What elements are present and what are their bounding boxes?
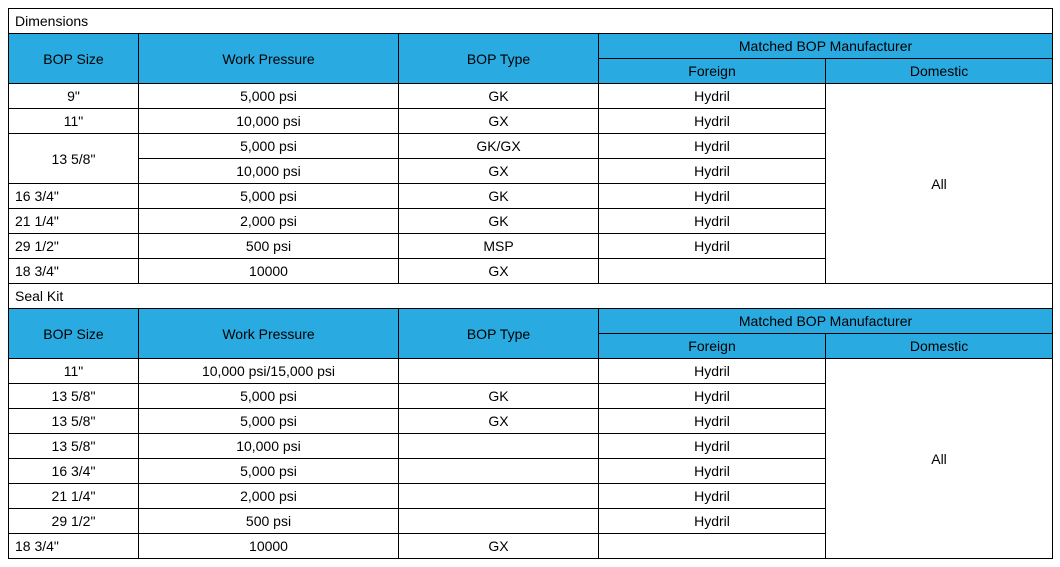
cell-type: GX — [399, 409, 599, 434]
hdr-work-pressure: Work Pressure — [139, 34, 399, 84]
cell-size: 13 5/8" — [9, 384, 139, 409]
cell-domestic-merged: All — [826, 84, 1053, 284]
cell-foreign: Hydril — [599, 84, 826, 109]
cell-type — [399, 459, 599, 484]
cell-foreign: Hydril — [599, 159, 826, 184]
cell-type — [399, 359, 599, 384]
hdr-domestic: Domestic — [826, 334, 1053, 359]
cell-pressure: 10,000 psi/15,000 psi — [139, 359, 399, 384]
cell-foreign: Hydril — [599, 234, 826, 259]
hdr-bop-size: BOP Size — [9, 34, 139, 84]
hdr-domestic: Domestic — [826, 59, 1053, 84]
cell-pressure: 10,000 psi — [139, 159, 399, 184]
cell-pressure: 500 psi — [139, 509, 399, 534]
cell-pressure: 10000 — [139, 534, 399, 559]
cell-size: 21 1/4" — [9, 209, 139, 234]
table-row: 9" 5,000 psi GK Hydril All — [9, 84, 1053, 109]
cell-size: 13 5/8" — [9, 409, 139, 434]
cell-type: GX — [399, 259, 599, 284]
cell-pressure: 500 psi — [139, 234, 399, 259]
cell-pressure: 5,000 psi — [139, 184, 399, 209]
cell-type: GX — [399, 159, 599, 184]
cell-pressure: 5,000 psi — [139, 134, 399, 159]
cell-foreign: Hydril — [599, 359, 826, 384]
table-row: 11" 10,000 psi/15,000 psi Hydril All — [9, 359, 1053, 384]
cell-type: GK — [399, 84, 599, 109]
cell-pressure: 5,000 psi — [139, 384, 399, 409]
cell-pressure: 2,000 psi — [139, 484, 399, 509]
cell-foreign: Hydril — [599, 434, 826, 459]
cell-type: GK/GX — [399, 134, 599, 159]
cell-type — [399, 509, 599, 534]
header-row-1: BOP Size Work Pressure BOP Type Matched … — [9, 34, 1053, 59]
cell-domestic-merged: All — [826, 359, 1053, 559]
dimensions-table: Dimensions BOP Size Work Pressure BOP Ty… — [8, 8, 1053, 559]
hdr-bop-size: BOP Size — [9, 309, 139, 359]
hdr-bop-type: BOP Type — [399, 34, 599, 84]
cell-foreign: Hydril — [599, 484, 826, 509]
section2-title: Seal Kit — [9, 284, 1053, 309]
cell-type — [399, 484, 599, 509]
cell-type: GK — [399, 184, 599, 209]
section-title-row: Seal Kit — [9, 284, 1053, 309]
cell-foreign: Hydril — [599, 384, 826, 409]
cell-size: 16 3/4" — [9, 184, 139, 209]
cell-size: 18 3/4" — [9, 259, 139, 284]
hdr-foreign: Foreign — [599, 59, 826, 84]
hdr-matched-mfr: Matched BOP Manufacturer — [599, 309, 1053, 334]
cell-type: GX — [399, 109, 599, 134]
header-row-1: BOP Size Work Pressure BOP Type Matched … — [9, 309, 1053, 334]
cell-foreign — [599, 534, 826, 559]
cell-type — [399, 434, 599, 459]
hdr-foreign: Foreign — [599, 334, 826, 359]
cell-pressure: 10,000 psi — [139, 109, 399, 134]
cell-foreign: Hydril — [599, 209, 826, 234]
cell-size: 29 1/2" — [9, 509, 139, 534]
cell-size: 16 3/4" — [9, 459, 139, 484]
cell-type: GK — [399, 209, 599, 234]
section-title-row: Dimensions — [9, 9, 1053, 34]
hdr-bop-type: BOP Type — [399, 309, 599, 359]
cell-size: 21 1/4" — [9, 484, 139, 509]
cell-pressure: 10,000 psi — [139, 434, 399, 459]
cell-foreign: Hydril — [599, 459, 826, 484]
cell-foreign: Hydril — [599, 109, 826, 134]
cell-foreign: Hydril — [599, 184, 826, 209]
cell-pressure: 5,000 psi — [139, 459, 399, 484]
cell-foreign: Hydril — [599, 409, 826, 434]
cell-size: 13 5/8" — [9, 434, 139, 459]
section1-title: Dimensions — [9, 9, 1053, 34]
cell-size: 29 1/2" — [9, 234, 139, 259]
hdr-work-pressure: Work Pressure — [139, 309, 399, 359]
cell-size-merged: 13 5/8" — [9, 134, 139, 184]
cell-type: GK — [399, 384, 599, 409]
cell-type: GX — [399, 534, 599, 559]
cell-pressure: 10000 — [139, 259, 399, 284]
cell-size: 11" — [9, 109, 139, 134]
cell-foreign — [599, 259, 826, 284]
cell-type: MSP — [399, 234, 599, 259]
cell-pressure: 5,000 psi — [139, 84, 399, 109]
hdr-matched-mfr: Matched BOP Manufacturer — [599, 34, 1053, 59]
cell-foreign: Hydril — [599, 509, 826, 534]
cell-pressure: 2,000 psi — [139, 209, 399, 234]
cell-size: 18 3/4" — [9, 534, 139, 559]
cell-pressure: 5,000 psi — [139, 409, 399, 434]
cell-size: 11" — [9, 359, 139, 384]
cell-size: 9" — [9, 84, 139, 109]
cell-foreign: Hydril — [599, 134, 826, 159]
